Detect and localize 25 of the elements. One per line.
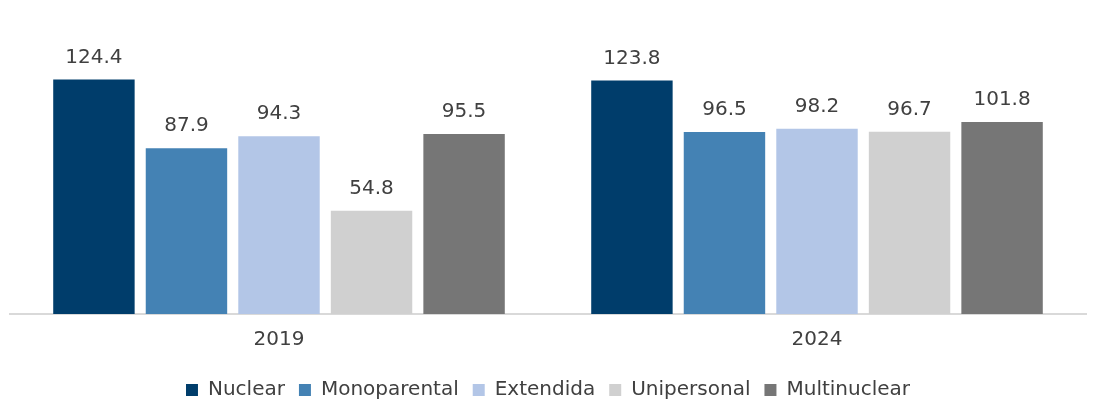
bar xyxy=(961,122,1043,314)
data-label: 54.8 xyxy=(349,174,394,199)
legend-label: Multinuclear xyxy=(786,376,911,401)
bar xyxy=(776,128,858,314)
x-tick-label: 2024 xyxy=(791,326,843,351)
bar xyxy=(423,133,505,314)
data-label: 95.5 xyxy=(441,98,487,123)
legend-label: Nuclear xyxy=(207,376,286,401)
bar xyxy=(238,136,320,314)
data-label: 94.3 xyxy=(256,100,302,125)
legend-label: Unipersonal xyxy=(631,376,751,401)
legend-label: Monoparental xyxy=(320,376,459,401)
data-label: 96.7 xyxy=(887,95,932,120)
data-label: 124.4 xyxy=(65,43,123,68)
legend-label: Extendida xyxy=(494,376,596,401)
data-label: 98.2 xyxy=(794,93,840,118)
x-tick-label: 2019 xyxy=(253,326,305,351)
bar xyxy=(145,148,228,314)
data-label: 101.8 xyxy=(973,86,1031,111)
bar xyxy=(591,80,673,314)
bar xyxy=(53,79,135,314)
bar xyxy=(683,132,766,314)
data-label: 96.5 xyxy=(702,96,747,121)
data-label: 123.8 xyxy=(603,44,661,69)
data-label: 87.9 xyxy=(164,112,209,137)
